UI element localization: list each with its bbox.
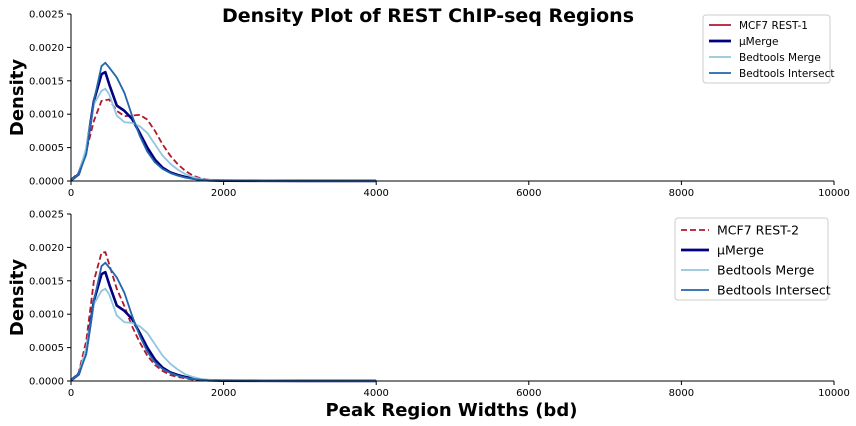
x-tick-label: 2000 <box>211 388 236 399</box>
legend-label: Bedtools Merge <box>717 263 815 278</box>
y-axis-title: Density <box>7 259 28 336</box>
y-tick-label: 0.0010 <box>29 310 64 321</box>
x-tick-label: 10000 <box>818 188 850 199</box>
series-line-2-0 <box>70 70 377 183</box>
y-tick-label: 0.0020 <box>29 43 64 54</box>
x-tick-label: 6000 <box>516 388 541 399</box>
y-tick-label: 0.0000 <box>29 377 64 388</box>
bottom-density-panel: 0 2000 4000 6000 8000 10000 0.0000 0.0005 0.0010… <box>7 210 850 422</box>
x-tick-label: 6000 <box>516 188 541 199</box>
x-tick-label: 0 <box>68 188 74 199</box>
x-axis-title: Peak Region Widths (bd) <box>326 400 578 421</box>
y-axis-title: Density <box>7 59 28 136</box>
legend: MCF7 REST-2 μMerge Bedtools Merge Bedtools … <box>674 217 831 301</box>
y-tick-label: 0.0010 <box>29 110 64 121</box>
legend-label: μMerge <box>739 36 778 48</box>
y-tick-label: 0.0005 <box>29 143 64 154</box>
x-tick-label: 10000 <box>818 388 850 399</box>
legend-label: Bedtools Merge <box>739 52 821 64</box>
y-tick-label: 0.0000 <box>29 177 64 188</box>
y-tick-label: 0.0020 <box>29 243 64 254</box>
y-tick-label: 0.0005 <box>29 343 64 354</box>
legend-label: μMerge <box>717 243 764 258</box>
figure-title: Density Plot of REST ChIP-seq Regions <box>222 5 634 27</box>
legend: MCF7 REST-1 μMerge Bedtools Merge Bedtools … <box>702 14 834 84</box>
legend-label: Bedtools Intersect <box>739 68 834 80</box>
series-line-4-0 <box>70 61 377 182</box>
series-line-4-1 <box>70 261 377 382</box>
series-line-1-0 <box>70 98 377 182</box>
x-tick-label: 8000 <box>669 188 694 199</box>
legend-label: MCF7 REST-2 <box>717 223 799 238</box>
y-tick-label: 0.0015 <box>29 76 64 87</box>
y-tick-label: 0.0025 <box>29 210 64 221</box>
legend-frame <box>702 14 831 84</box>
y-tick-label: 0.0015 <box>29 276 64 287</box>
x-tick-label: 4000 <box>363 388 388 399</box>
x-tick-label: 8000 <box>669 388 694 399</box>
x-tick-label: 2000 <box>211 188 236 199</box>
legend-label: MCF7 REST-1 <box>739 20 808 32</box>
x-tick-label: 4000 <box>363 188 388 199</box>
legend-label: Bedtools Intersect <box>717 283 831 298</box>
x-tick-label: 0 <box>68 388 74 399</box>
top-density-panel: 0 2000 4000 6000 8000 10000 0.0000 0.0005 0.0010… <box>7 10 850 200</box>
y-tick-label: 0.0025 <box>29 10 64 21</box>
legend-frame <box>674 217 829 301</box>
